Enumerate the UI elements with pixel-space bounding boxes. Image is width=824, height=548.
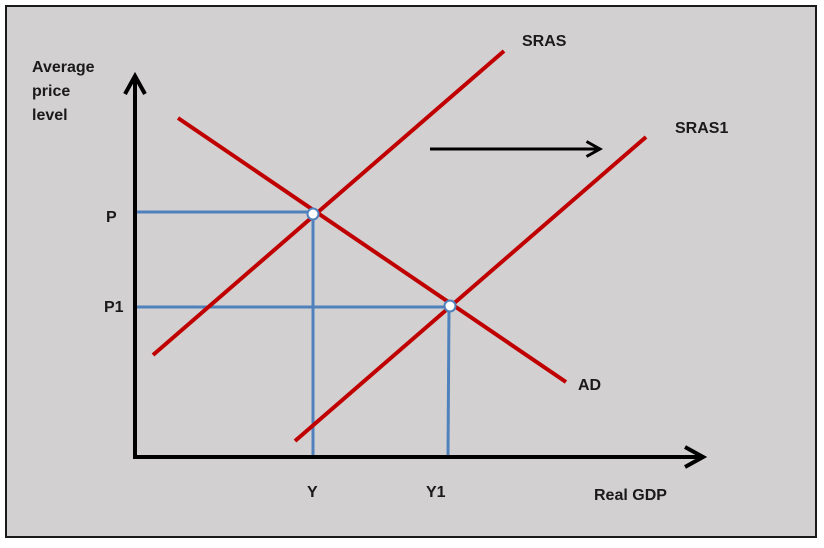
price-p1-label: P1 <box>104 299 124 316</box>
x-axis-title: Real GDP <box>594 487 667 504</box>
equilibrium-point-initial <box>306 207 320 221</box>
output-y1-label: Y1 <box>426 484 446 501</box>
y-axis-title-line-1: Average <box>32 59 95 76</box>
ad-curve <box>176 116 568 384</box>
sras1-label: SRAS1 <box>675 120 728 137</box>
price-p-label: P <box>106 209 117 226</box>
y-axis-title-line-3: level <box>32 107 68 124</box>
ad-label: AD <box>578 377 601 394</box>
equilibrium-point-new <box>443 299 457 313</box>
sras-label: SRAS <box>522 33 567 50</box>
sras1-curve <box>293 135 648 443</box>
output-y-label: Y <box>307 484 318 501</box>
y-axis-title-line-2: price <box>32 83 70 100</box>
guide-y1-vertical <box>446 306 451 458</box>
sras-curve <box>151 49 506 357</box>
